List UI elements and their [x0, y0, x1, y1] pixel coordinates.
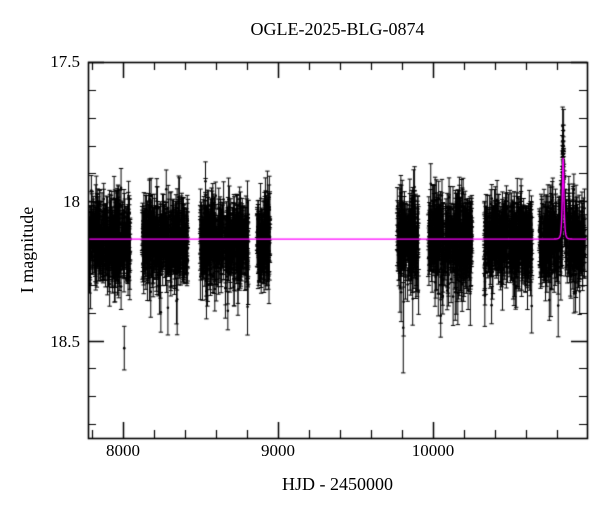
x-tick-label-10000: 10000 [411, 441, 455, 460]
plot-title: OGLE-2025-BLG-0874 [250, 19, 425, 39]
x-tick-label-8000: 8000 [106, 441, 140, 460]
x-axis-label: HJD - 2450000 [282, 474, 393, 494]
x-tick-label-9000: 9000 [261, 441, 295, 460]
y-tick-label-18.5: 18.5 [50, 332, 80, 351]
y-axis-label: I magnitude [17, 206, 37, 294]
y-tick-label-18: 18 [63, 192, 80, 211]
y-tick-label-17.5: 17.5 [50, 52, 80, 71]
